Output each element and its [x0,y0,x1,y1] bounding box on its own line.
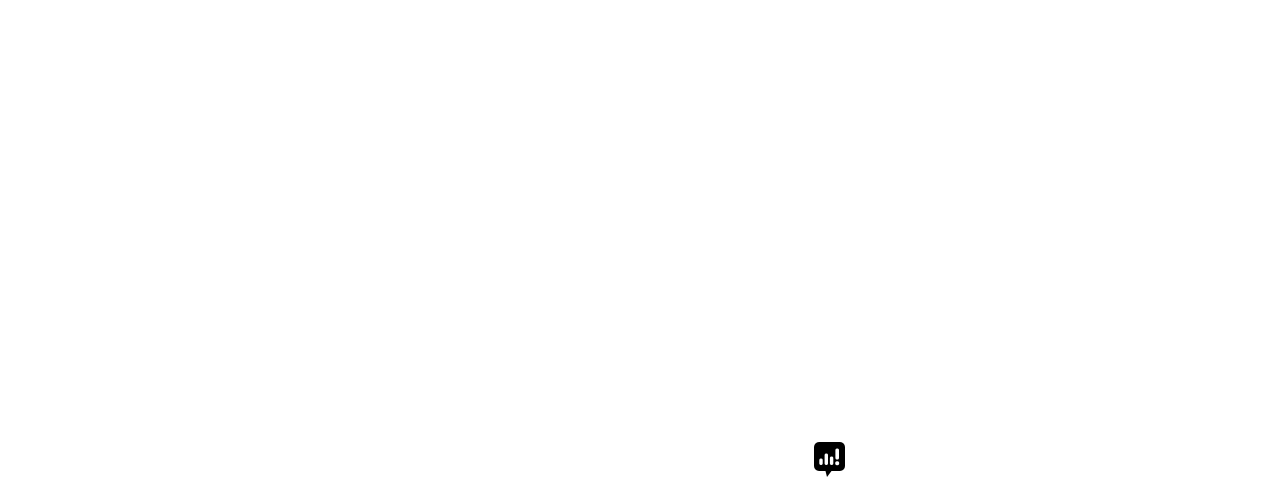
speech-bubble-bar-chart-icon [814,442,845,477]
line-chart [280,112,980,400]
newsworthy-logo [813,441,854,477]
